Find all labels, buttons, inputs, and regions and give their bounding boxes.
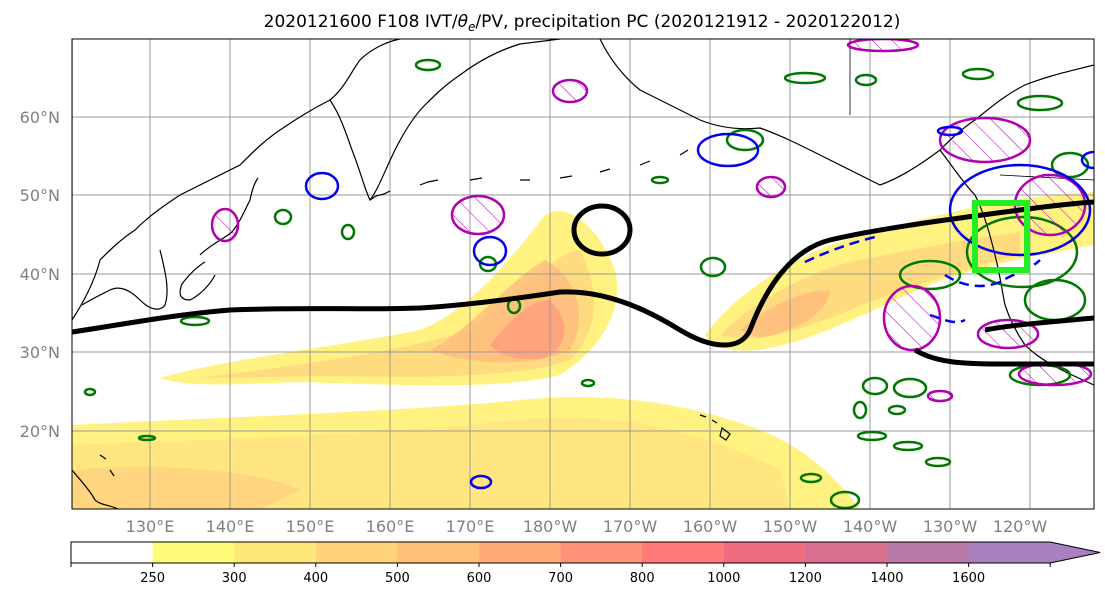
lon-label: 120°W [993,517,1048,536]
lat-label: 30°N [20,343,60,362]
lon-label: 170°W [603,517,658,536]
coast-east-asia [72,39,401,322]
colorbar-segment [642,542,725,563]
colorbar-segment [234,542,317,563]
lon-label: 160°E [366,517,415,536]
colorbar-label: 250 [140,571,165,586]
longitude-labels: 130°E 140°E 150°E 160°E 170°E 180°W 170°… [126,517,1048,536]
coast-japan [179,177,259,301]
colorbar-segment [560,542,643,563]
ivt-contour-south [913,347,1094,367]
colorbar-extend [968,542,1101,563]
ivt-contour-main [72,199,1094,348]
colorbar-label: 1000 [707,571,740,586]
ivt-contours-black [72,199,1094,367]
coast-hawaii [699,414,731,441]
ivt-contour-closed [571,203,633,257]
coast-aleutians [369,149,689,201]
lon-label: 150°W [763,517,818,536]
colorbar-label: 700 [548,571,573,586]
lon-label: 130°W [923,517,978,536]
colorbar-segment [71,542,154,563]
colorbar: 250 300 400 500 600 700 800 1000 1200 1400 1600 [70,541,1101,586]
theta-e-contours [304,125,1094,490]
coast-philippines [72,454,119,509]
lat-label: 40°N [20,265,60,284]
lon-label: 140°E [206,517,255,536]
colorbar-label: 600 [467,571,492,586]
colorbar-label: 500 [385,571,410,586]
latitude-labels: 60°N 50°N 40°N 30°N 20°N [20,108,60,441]
lon-label: 130°E [126,517,175,536]
coast-alaska [599,39,1094,186]
colorbar-outline [70,541,1101,564]
colorbar-label: 1600 [952,571,985,586]
lon-label: 150°E [286,517,335,536]
colorbar-label: 1200 [789,571,822,586]
ivt-contour-coast [984,315,1094,333]
lon-label: 140°W [843,517,898,536]
colorbar-segment [315,542,398,563]
map-title: 2020121600 F108 IVT/θe/PV, precipitation… [264,12,901,34]
lon-label: 160°W [683,517,738,536]
colorbar-label: 1400 [870,571,903,586]
lat-label: 50°N [20,186,60,205]
colorbar-segment [397,542,480,563]
coastlines [72,39,1094,509]
colorbar-label: 300 [222,571,247,586]
colorbar-label: 400 [303,571,328,586]
colorbar-segment [723,542,806,563]
colorbar-segment [479,542,562,563]
colorbar-segment [152,542,235,563]
colorbar-segment [805,542,888,563]
lon-label: 180°W [523,517,578,536]
map-panel [72,39,1094,509]
target-box [972,200,1030,273]
lat-label: 20°N [20,422,60,441]
colorbar-label: 800 [630,571,655,586]
coast-kamchatka [329,39,561,202]
colorbar-segment [887,542,970,563]
coast-korea [81,249,168,310]
lat-label: 60°N [20,108,60,127]
map-frame [71,38,1095,510]
lon-label: 170°E [446,517,495,536]
